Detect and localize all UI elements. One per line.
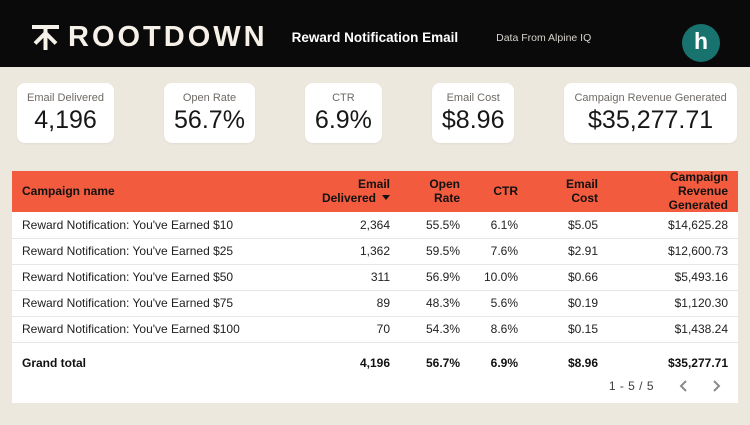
cell-revenue: $1,438.24	[608, 316, 738, 343]
scorecard-value: 4,196	[34, 106, 97, 134]
table-row: Reward Notification: You've Earned $10 2…	[12, 212, 738, 239]
chevron-left-icon	[679, 380, 687, 392]
grand-total-label: Grand total	[22, 355, 87, 370]
scorecard-value: $35,277.71	[588, 106, 714, 134]
data-source-note: Data From Alpine IQ	[496, 31, 592, 44]
column-header-label: Email Delivered	[321, 176, 390, 205]
scorecard-ctr: CTR 6.9%	[304, 83, 382, 143]
cell-email-delivered: 1,362	[305, 238, 400, 265]
table-row: Reward Notification: You've Earned $50 3…	[12, 264, 738, 291]
cell-email-cost: $0.66	[528, 264, 608, 291]
scorecard-email-delivered: Email Delivered 4,196	[17, 83, 115, 143]
cell-email-cost: $2.91	[528, 238, 608, 265]
scorecard-value: 56.7%	[174, 106, 245, 134]
table-header-row: Campaign name Email Delivered Open Rate …	[12, 170, 738, 213]
next-page-button[interactable]	[712, 379, 722, 393]
scorecard-email-cost: Email Cost $8.96	[431, 83, 515, 143]
cell-open-rate: 55.5%	[400, 212, 470, 239]
column-header-campaign-revenue[interactable]: Campaign Revenue Generated	[608, 170, 738, 213]
cell-revenue: $5,493.16	[608, 264, 738, 291]
top-bar: ROOTDOWN Reward Notification Email Data …	[0, 0, 750, 67]
scorecard-label: CTR	[332, 92, 355, 104]
table-row: Reward Notification: You've Earned $25 1…	[12, 238, 738, 265]
scorecard-label: Email Delivered	[27, 92, 105, 104]
cell-open-rate: 48.3%	[400, 290, 470, 317]
cell-campaign-name: Reward Notification: You've Earned $25	[12, 238, 305, 265]
scorecard-label: Campaign Revenue Generated	[574, 92, 727, 104]
cell-ctr: 7.6%	[470, 238, 528, 265]
cell-email-delivered: 89	[305, 290, 400, 317]
brand-name: ROOTDOWN	[68, 21, 268, 53]
column-header-open-rate[interactable]: Open Rate	[400, 171, 470, 213]
prev-page-button[interactable]	[678, 379, 688, 393]
cell-email-delivered: 70	[305, 316, 400, 343]
cell-ctr: 10.0%	[470, 264, 528, 291]
cell-ctr: 5.6%	[470, 290, 528, 317]
scorecard-open-rate: Open Rate 56.7%	[164, 83, 255, 143]
campaign-table: Campaign name Email Delivered Open Rate …	[12, 170, 738, 403]
cell-ctr: 6.1%	[470, 212, 528, 239]
column-header-ctr[interactable]: CTR	[470, 171, 528, 213]
grand-total-open-rate: 56.7%	[425, 355, 460, 370]
cell-open-rate: 56.9%	[400, 264, 470, 291]
scorecard-value: $8.96	[441, 106, 505, 134]
scorecard-campaign-revenue: Campaign Revenue Generated $35,277.71	[564, 83, 737, 143]
pagination: 1 - 5 / 5	[12, 378, 738, 403]
scorecard-value: 6.9%	[314, 106, 372, 134]
page-range-label: 1 - 5 / 5	[608, 378, 654, 393]
column-header-email-cost[interactable]: Email Cost	[528, 171, 608, 213]
cell-revenue: $12,600.73	[608, 238, 738, 265]
scorecards-row: Email Delivered 4,196 Open Rate 56.7% CT…	[17, 83, 750, 143]
cell-email-cost: $0.19	[528, 290, 608, 317]
cell-revenue: $1,120.30	[608, 290, 738, 317]
cell-open-rate: 54.3%	[400, 316, 470, 343]
cell-ctr: 8.6%	[470, 316, 528, 343]
sort-desc-icon	[382, 194, 390, 200]
cell-open-rate: 59.5%	[400, 238, 470, 265]
cell-email-delivered: 311	[305, 264, 400, 291]
report-title: Reward Notification Email	[291, 30, 459, 45]
column-header-email-delivered[interactable]: Email Delivered	[305, 171, 400, 213]
cell-campaign-name: Reward Notification: You've Earned $100	[12, 316, 305, 343]
brand: ROOTDOWN	[30, 23, 268, 52]
grand-total-cost: $8.96	[567, 355, 598, 370]
cell-email-cost: $5.05	[528, 212, 608, 239]
cell-revenue: $14,625.28	[608, 212, 738, 239]
scorecard-label: Email Cost	[446, 92, 500, 104]
company-avatar: h	[682, 23, 720, 62]
cell-campaign-name: Reward Notification: You've Earned $10	[12, 212, 305, 239]
table-row: Reward Notification: You've Earned $75 8…	[12, 290, 738, 317]
column-header-campaign-name[interactable]: Campaign name	[12, 171, 305, 213]
table-row: Reward Notification: You've Earned $100 …	[12, 316, 738, 343]
rootdown-logo-icon	[32, 25, 59, 50]
grand-total-revenue: $35,277.71	[667, 355, 728, 370]
cell-campaign-name: Reward Notification: You've Earned $50	[12, 264, 305, 291]
cell-email-cost: $0.15	[528, 316, 608, 343]
cell-campaign-name: Reward Notification: You've Earned $75	[12, 290, 305, 317]
scorecard-label: Open Rate	[182, 92, 237, 104]
grand-total-row: Grand total 4,196 56.7% 6.9% $8.96 $35,2…	[12, 342, 738, 379]
cell-email-delivered: 2,364	[305, 212, 400, 239]
avatar-letter: h	[693, 27, 709, 54]
chevron-right-icon	[713, 380, 721, 392]
grand-total-delivered: 4,196	[359, 355, 390, 370]
grand-total-ctr: 6.9%	[490, 355, 518, 370]
